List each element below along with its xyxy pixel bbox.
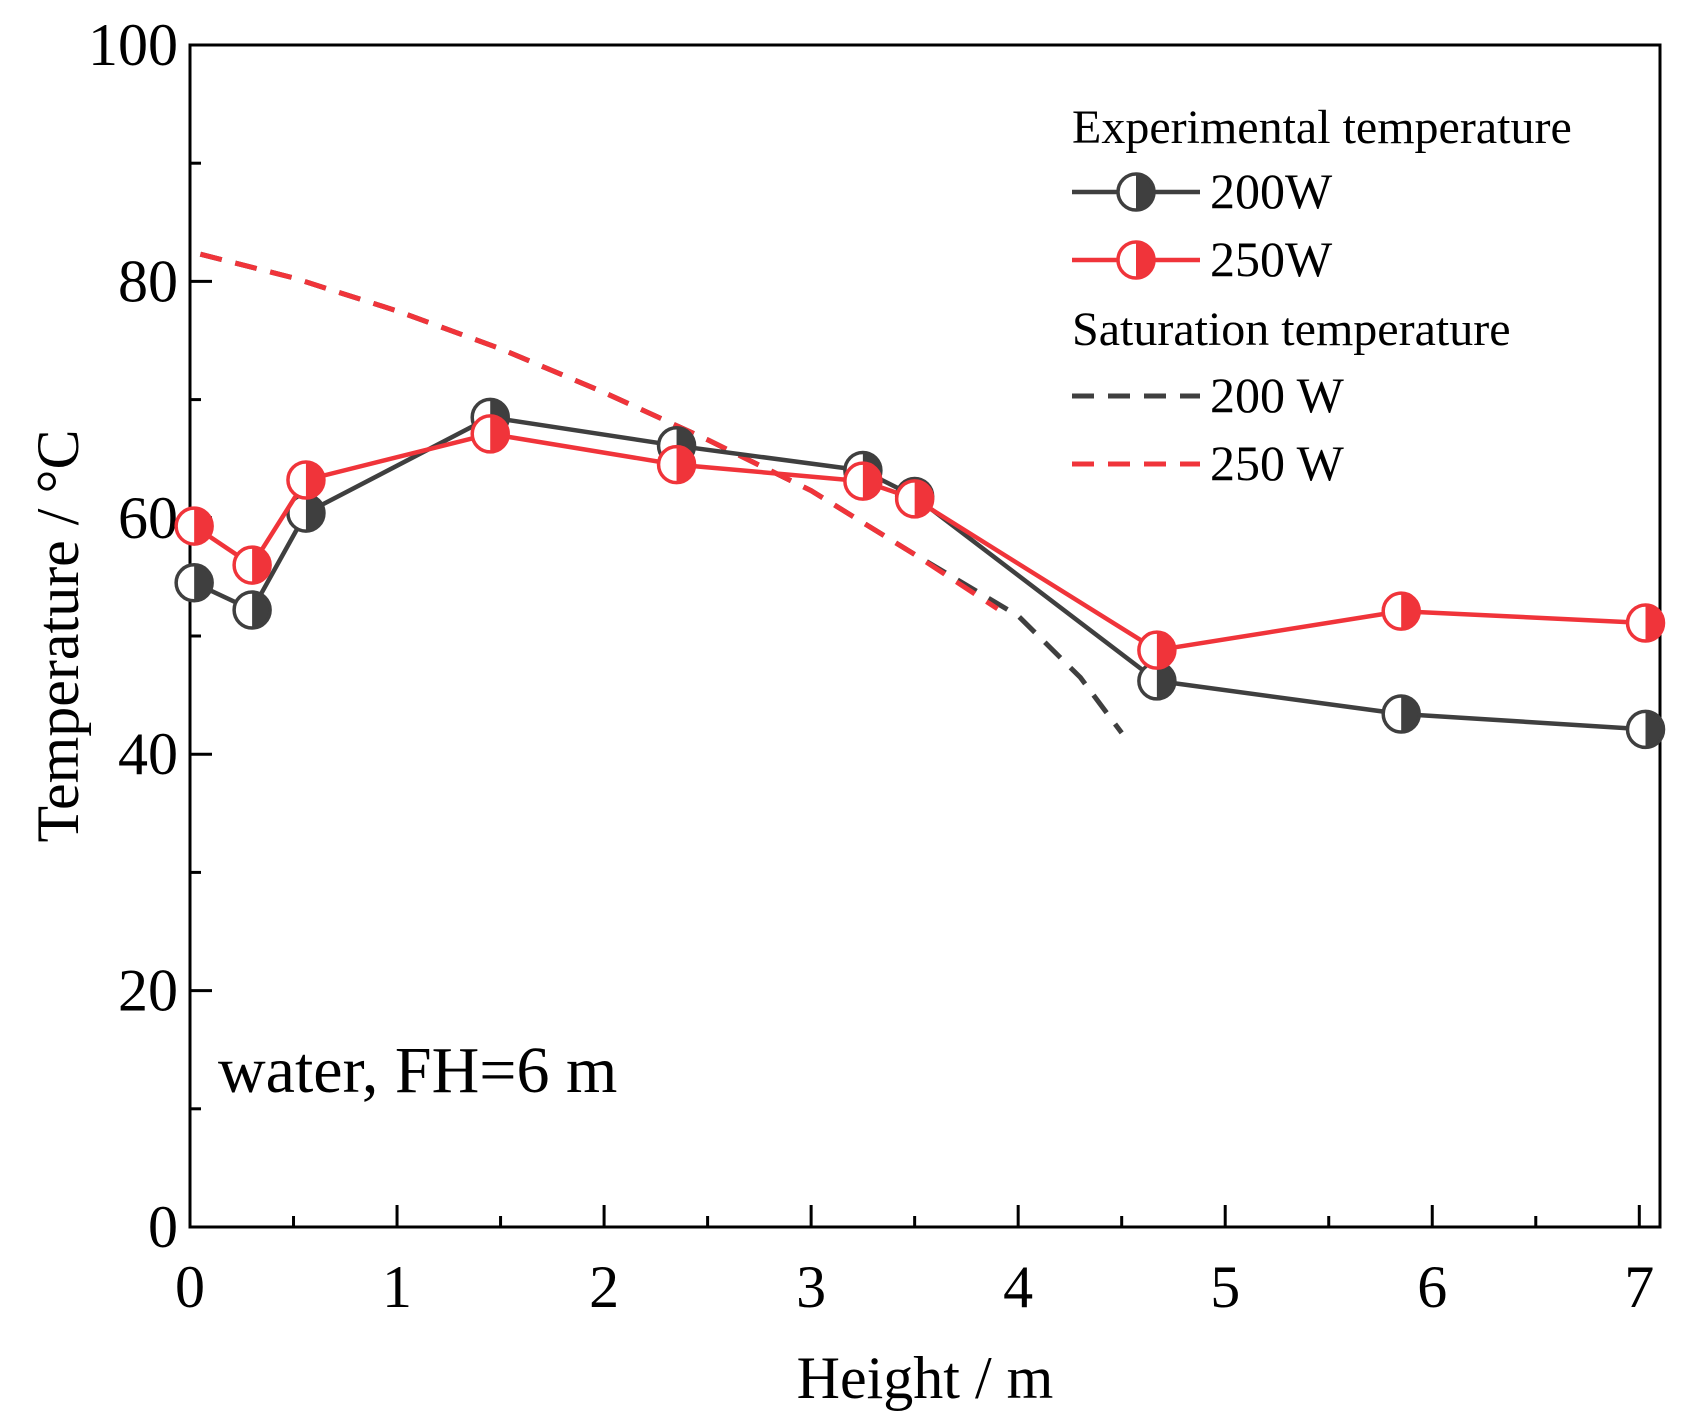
legend-marker-200w: [1116, 172, 1156, 212]
data-point-200w: [1625, 709, 1666, 750]
data-point-250w: [232, 545, 272, 585]
marker-fill-right: [252, 591, 271, 628]
saturation-lines-layer: [199, 251, 1124, 735]
saturation-line-200w: [199, 251, 1124, 735]
annotation-text: water, FH=6 m: [218, 1034, 617, 1107]
marker-fill-right: [1645, 711, 1664, 748]
marker-fill-right: [1156, 662, 1175, 699]
x-tick-label: 7: [1624, 1254, 1654, 1320]
y-tick-label: 20: [118, 958, 178, 1024]
marker-outline: [1137, 630, 1177, 670]
data-point-250w: [286, 460, 326, 500]
marker-fill-right: [862, 463, 881, 500]
marker-fill-right: [252, 547, 271, 584]
marker-outline: [1625, 603, 1666, 643]
marker-outline: [843, 461, 883, 501]
saturation-line-250w: [199, 251, 999, 611]
x-tick-label: 2: [589, 1254, 619, 1320]
marker-fill-right: [1401, 696, 1420, 733]
marker-fill-right: [194, 564, 213, 601]
x-tick-label: 0: [175, 1254, 205, 1320]
marker-outline: [1381, 694, 1421, 734]
axes-layer: 0 1 2 3 4 5 6 7 0 20 40 60 80 100: [88, 12, 1654, 1320]
marker-outline: [894, 479, 935, 519]
legend: Experimental temperature Saturation temp…: [1072, 101, 1572, 491]
marker-outline: [1381, 591, 1421, 631]
data-point-200w: [174, 563, 214, 603]
marker-fill-right: [305, 461, 324, 498]
data-point-200w: [1381, 694, 1421, 734]
data-point-250w: [174, 506, 214, 546]
y-tick-label: 0: [148, 1194, 178, 1260]
marker-fill-right: [1645, 604, 1664, 641]
legend-title-experimental: Experimental temperature: [1072, 101, 1572, 154]
marker-fill-right: [305, 495, 324, 532]
x-axis-label: Height / m: [797, 1345, 1054, 1411]
marker-outline: [1116, 172, 1156, 212]
y-axis-label: Temperature / °C: [25, 430, 91, 843]
data-point-200w: [1137, 661, 1177, 701]
legend-marker-250w: [1116, 240, 1156, 280]
x-tick-label: 6: [1417, 1254, 1447, 1320]
data-point-250w: [1137, 630, 1177, 670]
marker-outline: [470, 414, 510, 454]
x-tick-label: 5: [1210, 1254, 1240, 1320]
marker-outline: [1625, 709, 1666, 750]
marker-fill-right: [1401, 593, 1420, 630]
marker-fill-right: [1136, 242, 1154, 278]
marker-fill-right: [194, 508, 213, 545]
experimental-lines-layer: [174, 397, 1666, 750]
legend-title-saturation: Saturation temperature: [1072, 303, 1511, 356]
y-tick-label: 100: [88, 12, 178, 78]
marker-outline: [286, 460, 326, 500]
data-point-250w: [470, 414, 510, 454]
y-tick-label: 80: [118, 248, 178, 314]
marker-outline: [174, 506, 214, 546]
x-tick-label: 3: [796, 1254, 826, 1320]
marker-fill-right: [914, 480, 933, 517]
marker-outline: [232, 590, 272, 630]
legend-label-200w: 200 W: [1210, 367, 1345, 423]
legend-label-250w: 250W: [1210, 231, 1333, 287]
marker-outline: [1116, 240, 1156, 280]
data-point-250w: [1625, 603, 1666, 643]
marker-outline: [232, 545, 272, 585]
legend-items: 200W 250W 200 W 250 W: [1072, 163, 1345, 491]
experimental-line-200w: [193, 415, 1646, 732]
marker-fill-right: [1136, 174, 1154, 210]
data-point-250w: [1381, 591, 1421, 631]
marker-outline: [656, 444, 697, 485]
legend-label-250w: 250 W: [1210, 435, 1345, 491]
x-tick-label: 4: [1003, 1254, 1033, 1320]
data-point-250w: [894, 479, 935, 519]
y-tick-label: 40: [118, 721, 178, 787]
marker-fill-right: [676, 446, 695, 483]
experimental-line-250w: [192, 431, 1646, 653]
data-point-250w: [656, 444, 697, 485]
data-point-200w: [232, 590, 272, 630]
x-tick-label: 1: [382, 1254, 412, 1320]
y-tick-label: 60: [118, 485, 178, 551]
marker-fill-right: [1156, 632, 1175, 669]
legend-label-200w: 200W: [1210, 163, 1333, 219]
data-point-250w: [843, 461, 883, 501]
marker-fill-right: [490, 415, 509, 452]
marker-outline: [174, 563, 214, 603]
